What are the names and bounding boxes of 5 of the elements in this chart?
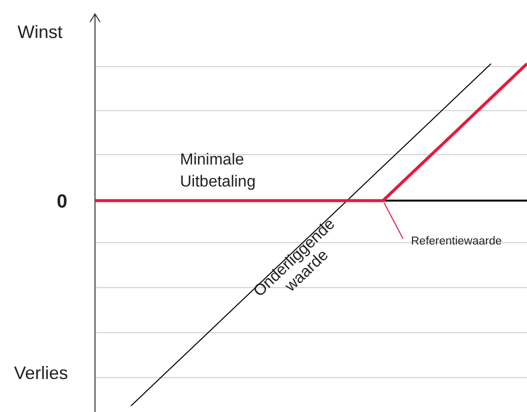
annotation: Referentiewaarde <box>411 236 502 248</box>
text: Winst <box>18 22 62 42</box>
text: 0 <box>56 192 68 213</box>
series-label: Minimale Uitbetaling <box>180 152 256 191</box>
text: Verlies <box>14 363 68 383</box>
